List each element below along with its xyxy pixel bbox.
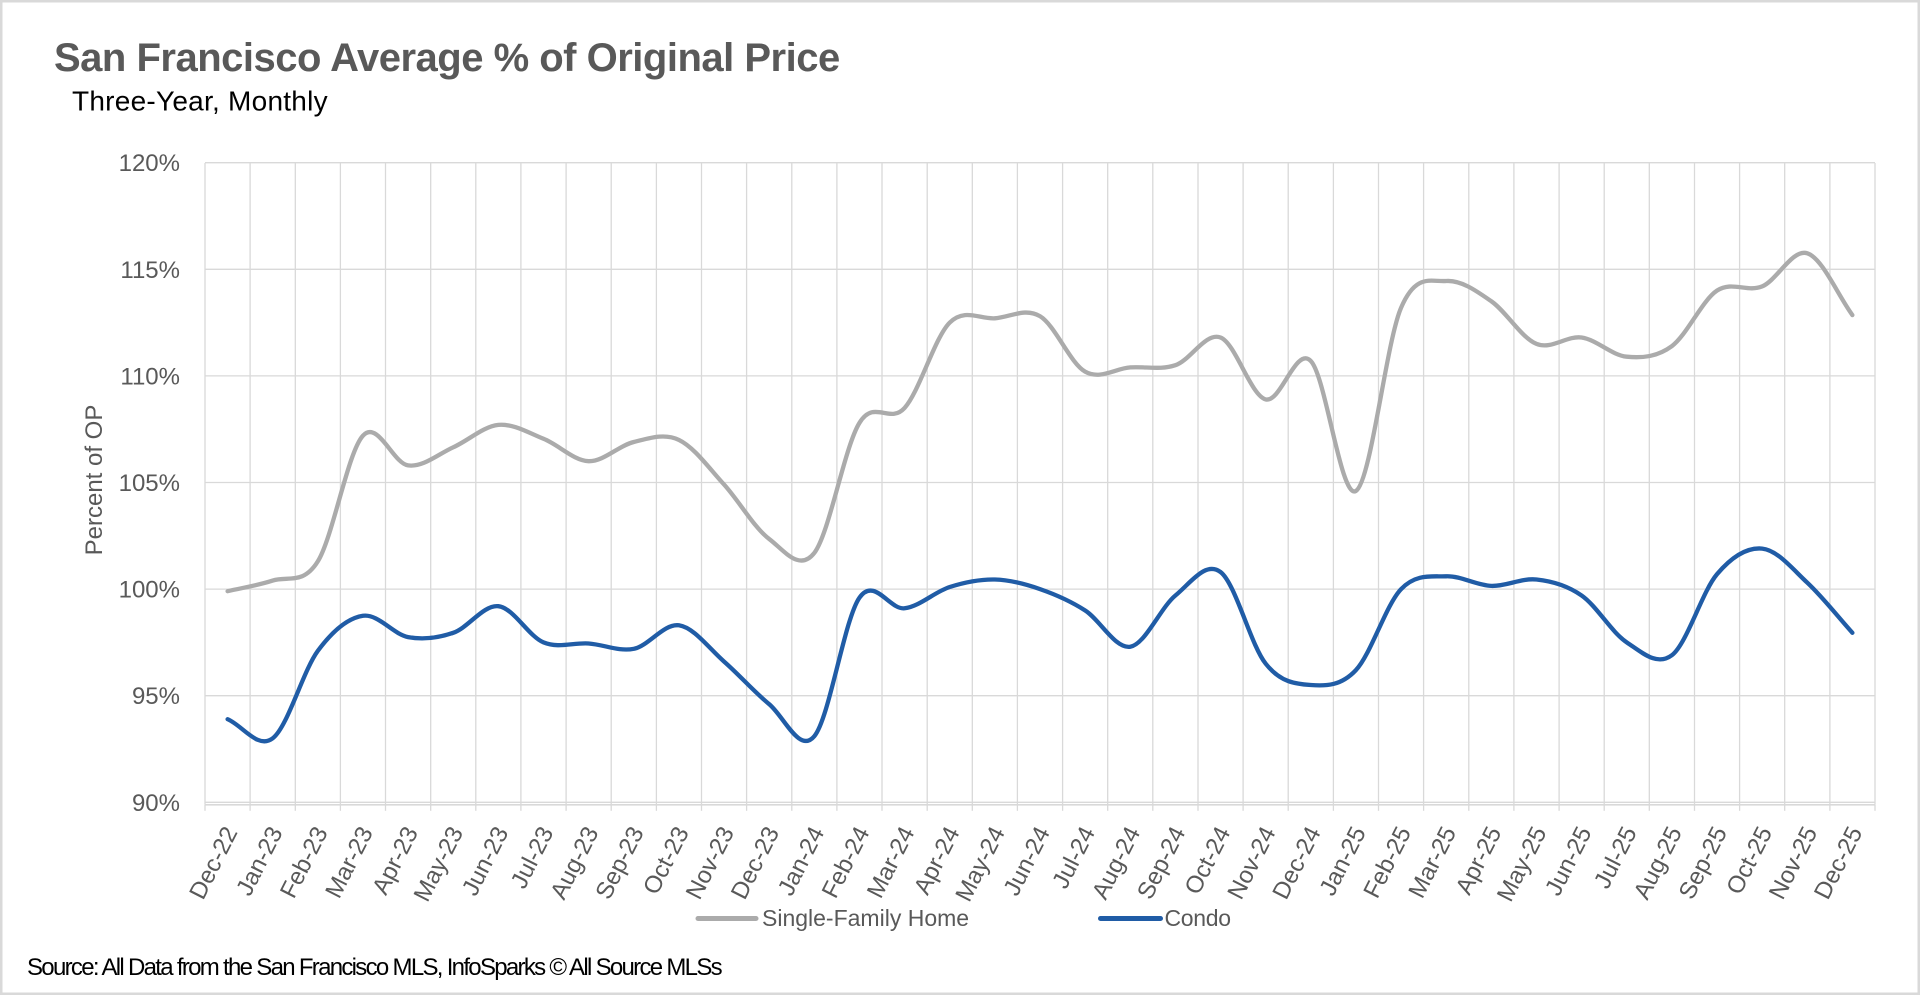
svg-text:Percent of OP: Percent of OP bbox=[81, 405, 108, 556]
svg-text:95%: 95% bbox=[132, 683, 180, 710]
svg-text:Single-Family Home: Single-Family Home bbox=[762, 905, 969, 931]
svg-text:105%: 105% bbox=[119, 470, 180, 497]
svg-text:90%: 90% bbox=[132, 790, 180, 817]
svg-text:Source: All Data from the San: Source: All Data from the San Francisco … bbox=[27, 954, 723, 981]
svg-text:110%: 110% bbox=[120, 363, 180, 390]
svg-text:Three-Year, Monthly: Three-Year, Monthly bbox=[72, 86, 328, 117]
svg-text:120%: 120% bbox=[119, 150, 180, 177]
svg-text:Condo: Condo bbox=[1165, 905, 1231, 931]
svg-text:San Francisco Average % of Ori: San Francisco Average % of Original Pric… bbox=[54, 36, 840, 80]
svg-text:100%: 100% bbox=[119, 577, 180, 604]
svg-text:115%: 115% bbox=[120, 257, 180, 284]
